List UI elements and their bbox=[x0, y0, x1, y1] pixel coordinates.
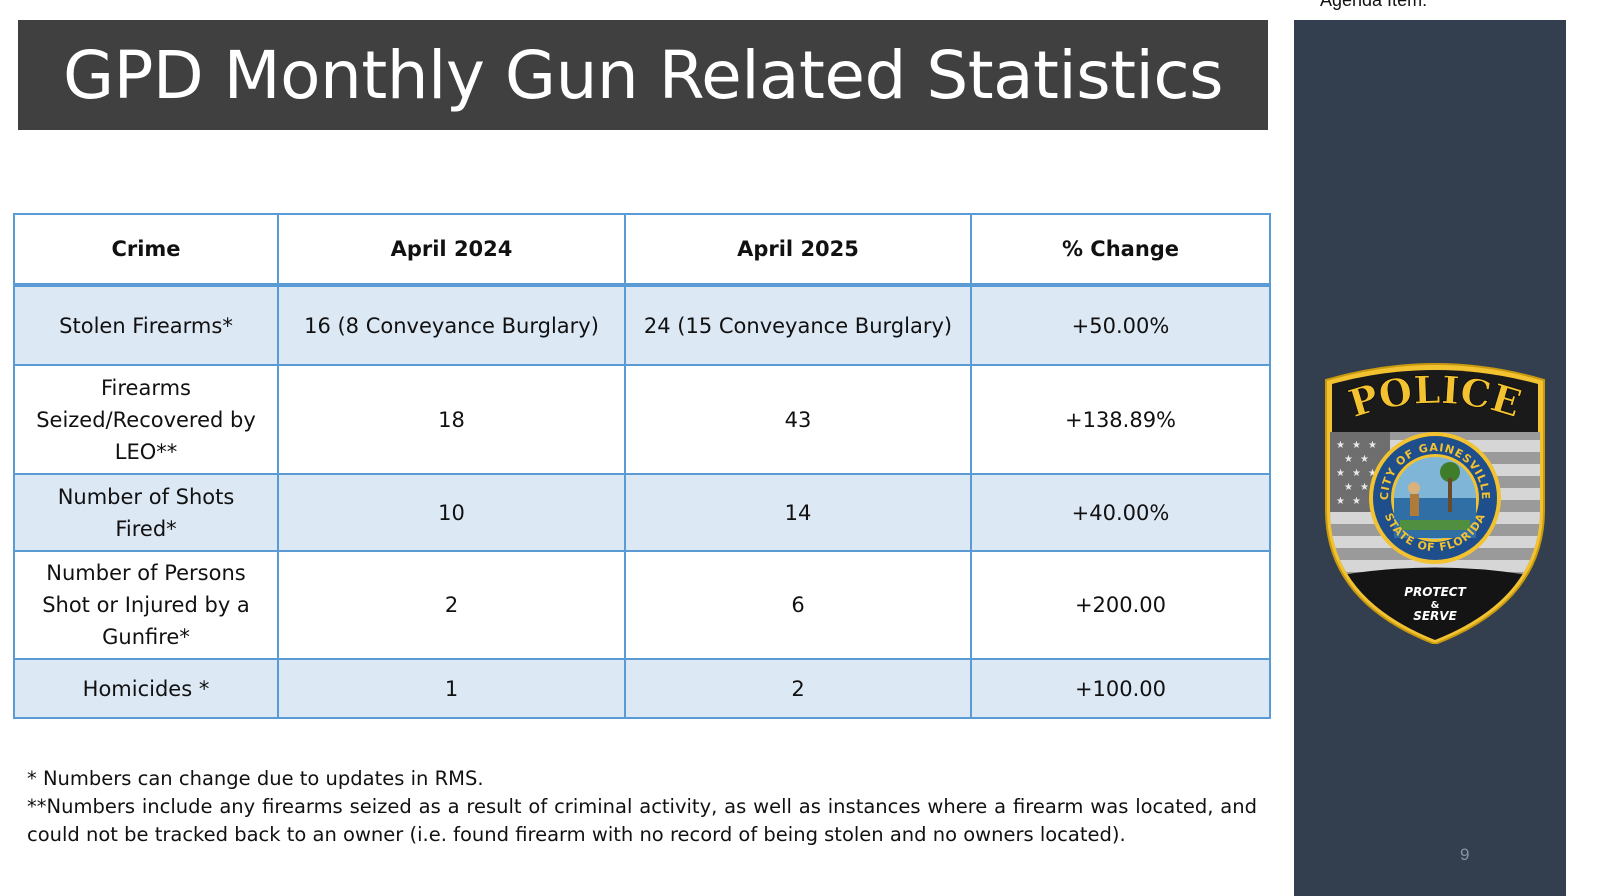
table-row: Homicides * 1 2 +100.00 bbox=[13, 658, 1271, 719]
cell-april-2025: 24 (15 Conveyance Burglary) bbox=[624, 284, 972, 366]
cell-april-2024: 2 bbox=[277, 550, 626, 660]
cell-crime: Number of Persons Shot or Injured by a G… bbox=[13, 550, 279, 660]
cell-percent-change: +200.00 bbox=[970, 550, 1271, 660]
cell-april-2025: 2 bbox=[624, 658, 972, 719]
cell-crime: Stolen Firearms* bbox=[13, 284, 279, 366]
badge-motto-serve: SERVE bbox=[1413, 609, 1457, 623]
svg-text:★: ★ bbox=[1336, 468, 1345, 479]
svg-text:★: ★ bbox=[1360, 482, 1369, 493]
cell-april-2024: 18 bbox=[277, 364, 626, 475]
footnote-rms: * Numbers can change due to updates in R… bbox=[27, 767, 484, 790]
cell-crime: Homicides * bbox=[13, 658, 279, 719]
agenda-item-label: Agenda Item: bbox=[1320, 0, 1428, 10]
badge-motto-ampersand: & bbox=[1431, 600, 1440, 611]
svg-text:★: ★ bbox=[1352, 468, 1361, 479]
svg-text:★: ★ bbox=[1352, 440, 1361, 451]
column-header-crime: Crime bbox=[13, 213, 279, 287]
cell-april-2025: 6 bbox=[624, 550, 972, 660]
table-row: Firearms Seized/Recovered by LEO** 18 43… bbox=[13, 364, 1271, 475]
police-badge-icon: ★★★ ★★ ★★★ ★★ ★★★ POLICE CITY OF GAINESV… bbox=[1325, 363, 1545, 644]
badge-motto-protect: PROTECT bbox=[1404, 585, 1466, 599]
svg-text:★: ★ bbox=[1368, 440, 1377, 451]
statistics-table: Crime April 2024 April 2025 % Change Sto… bbox=[13, 213, 1271, 719]
cell-crime: Firearms Seized/Recovered by LEO** bbox=[13, 364, 279, 475]
svg-text:★: ★ bbox=[1336, 496, 1345, 507]
column-header-april-2024: April 2024 bbox=[277, 213, 626, 287]
column-header-april-2025: April 2025 bbox=[624, 213, 972, 287]
svg-text:★: ★ bbox=[1336, 440, 1345, 451]
column-header-percent-change: % Change bbox=[970, 213, 1271, 287]
cell-percent-change: +100.00 bbox=[970, 658, 1271, 719]
svg-text:★: ★ bbox=[1352, 496, 1361, 507]
svg-text:★: ★ bbox=[1360, 454, 1369, 465]
title-bar: GPD Monthly Gun Related Statistics bbox=[18, 20, 1268, 130]
cell-crime: Number of Shots Fired* bbox=[13, 473, 279, 552]
cell-april-2024: 10 bbox=[277, 473, 626, 552]
cell-percent-change: +50.00% bbox=[970, 284, 1271, 366]
cell-april-2025: 43 bbox=[624, 364, 972, 475]
table-row: Number of Persons Shot or Injured by a G… bbox=[13, 550, 1271, 660]
cell-april-2025: 14 bbox=[624, 473, 972, 552]
footnotes: * Numbers can change due to updates in R… bbox=[27, 765, 1257, 849]
svg-text:★: ★ bbox=[1368, 468, 1377, 479]
svg-text:★: ★ bbox=[1344, 482, 1353, 493]
footnote-firearms-seized: **Numbers include any firearms seized as… bbox=[27, 795, 1257, 846]
cell-percent-change: +40.00% bbox=[970, 473, 1271, 552]
page-number: 9 bbox=[1460, 845, 1470, 864]
cell-april-2024: 16 (8 Conveyance Burglary) bbox=[277, 284, 626, 366]
svg-text:★: ★ bbox=[1344, 454, 1353, 465]
table-row: Number of Shots Fired* 10 14 +40.00% bbox=[13, 473, 1271, 552]
page-title: GPD Monthly Gun Related Statistics bbox=[62, 36, 1224, 114]
cell-april-2024: 1 bbox=[277, 658, 626, 719]
cell-percent-change: +138.89% bbox=[970, 364, 1271, 475]
table-row: Stolen Firearms* 16 (8 Conveyance Burgla… bbox=[13, 284, 1271, 366]
table-header-row: Crime April 2024 April 2025 % Change bbox=[13, 213, 1271, 287]
